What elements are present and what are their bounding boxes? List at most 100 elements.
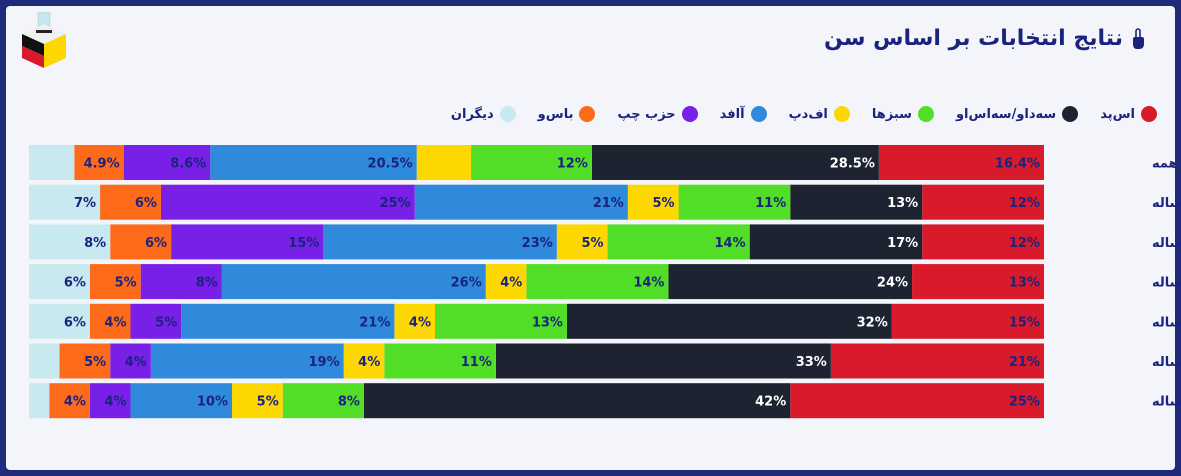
bar-segment: [627, 184, 679, 220]
bar-segment: [323, 224, 557, 260]
legend-swatch: [1062, 106, 1079, 122]
category-label: بیش از ۷۰ ساله: [1152, 395, 1181, 410]
data-label: 5%: [84, 355, 106, 370]
data-label: 21%: [593, 196, 624, 211]
legend-swatch: [1141, 106, 1157, 122]
legend-label: سه‌داو/سه‌اس‌او: [955, 106, 1057, 122]
bar-segment: [471, 145, 592, 180]
data-label: 14%: [633, 276, 664, 291]
data-label: 17%: [887, 236, 918, 251]
data-label: 42%: [755, 395, 786, 410]
bar-segment: [49, 383, 90, 419]
data-label: 4%: [500, 276, 522, 291]
bar-segment: [29, 383, 50, 419]
bar-segment: [435, 303, 567, 339]
legend-label: اس‌پد: [1100, 106, 1135, 122]
data-label: 4%: [358, 355, 380, 370]
legend-item: اف‌دپ: [789, 106, 850, 122]
legend-swatch: [579, 106, 596, 122]
data-label: 21%: [359, 315, 390, 330]
data-label: 33%: [796, 355, 827, 370]
data-label: 4%: [104, 315, 126, 330]
bar-segment: [181, 303, 395, 339]
chart-title: نتایج انتخابات بر اساس سن: [824, 26, 1145, 51]
data-label: 4%: [104, 395, 126, 410]
bar-segment: [495, 343, 831, 379]
bar-segment: [29, 343, 60, 379]
bar-segment: [485, 264, 527, 300]
bar-segment: [790, 184, 923, 220]
data-label: 6%: [135, 196, 157, 211]
bar-segment: [210, 145, 417, 180]
legend-label: آافد: [719, 106, 745, 122]
bar-segment: [790, 383, 1044, 419]
bar-segment: [830, 343, 1044, 379]
bar-segment: [878, 145, 1044, 180]
bar-segment: [678, 184, 791, 220]
bar-segment: [363, 383, 791, 419]
legend-swatch: [499, 106, 516, 122]
legend-swatch: [917, 106, 934, 122]
data-label: 15%: [1009, 315, 1040, 330]
bar-segment: [29, 224, 111, 260]
data-label: 13%: [1009, 276, 1040, 291]
bar-segment: [343, 343, 385, 379]
bar-segment: [100, 184, 161, 220]
data-label: 5%: [653, 196, 675, 211]
data-label: 5%: [581, 236, 603, 251]
bar-segment: [29, 303, 90, 339]
category-label: همه: [1152, 157, 1178, 172]
data-label: 5%: [257, 395, 279, 410]
data-label: 8.6%: [170, 157, 206, 172]
data-label: 5%: [115, 276, 137, 291]
bar-segment: [384, 343, 496, 379]
bar-segment: [416, 145, 472, 180]
legend-item: دیگران: [451, 106, 516, 122]
legend-swatch: [833, 106, 850, 122]
bar-segment: [591, 145, 879, 180]
bar-segment: [749, 224, 923, 260]
legend-item: آافد: [720, 106, 767, 122]
legend-item: باس‌و: [538, 106, 596, 122]
bar-segment: [394, 303, 435, 339]
bar-segment: [566, 303, 892, 339]
bar-segment: [922, 224, 1044, 260]
bar-segment: [526, 264, 669, 300]
category-label: ۳۵ - ۴۴ ساله: [1152, 276, 1181, 291]
chart-legend: اس‌پد سه‌داو/سه‌اس‌او سبزها اف‌دپ آافد حزب چپ…: [451, 106, 1157, 122]
data-label: 6%: [145, 236, 167, 251]
data-label: 13%: [887, 196, 918, 211]
bar-segment: [171, 224, 324, 260]
bar-segment: [123, 145, 211, 180]
legend-item: حزب چپ: [617, 106, 698, 122]
data-label: 8%: [338, 395, 360, 410]
data-label: 25%: [1009, 395, 1040, 410]
data-label: 13%: [532, 315, 563, 330]
bar-segment: [922, 184, 1044, 220]
data-label: 21%: [1009, 355, 1040, 370]
bar-segment: [110, 343, 151, 379]
category-label: ۱۸ - ۲۴ ساله: [1152, 196, 1181, 211]
data-label: 5%: [155, 315, 177, 330]
data-label: 16.4%: [995, 157, 1040, 172]
data-label: 25%: [380, 196, 411, 211]
data-label: 32%: [857, 315, 888, 330]
chart-title-text: نتایج انتخابات بر اساس سن: [824, 26, 1123, 51]
data-label: 20.5%: [368, 157, 413, 172]
bar-segment: [140, 264, 222, 300]
data-label: 12%: [1009, 236, 1040, 251]
legend-label: دیگران: [450, 106, 494, 122]
data-label: 8%: [84, 236, 106, 251]
legend-item: سه‌داو/سه‌اس‌او: [955, 106, 1079, 122]
legend-item: اس‌پد: [1100, 106, 1157, 122]
data-label: 7%: [74, 196, 96, 211]
bar-segment: [89, 264, 141, 300]
data-label: 11%: [461, 355, 492, 370]
legend-label: حزب چپ: [617, 106, 676, 122]
data-label: 4.9%: [84, 157, 120, 172]
bar-segment: [160, 184, 415, 220]
bar-segment: [29, 184, 101, 220]
bar-segment: [59, 343, 111, 379]
bar-segment: [891, 303, 1044, 339]
